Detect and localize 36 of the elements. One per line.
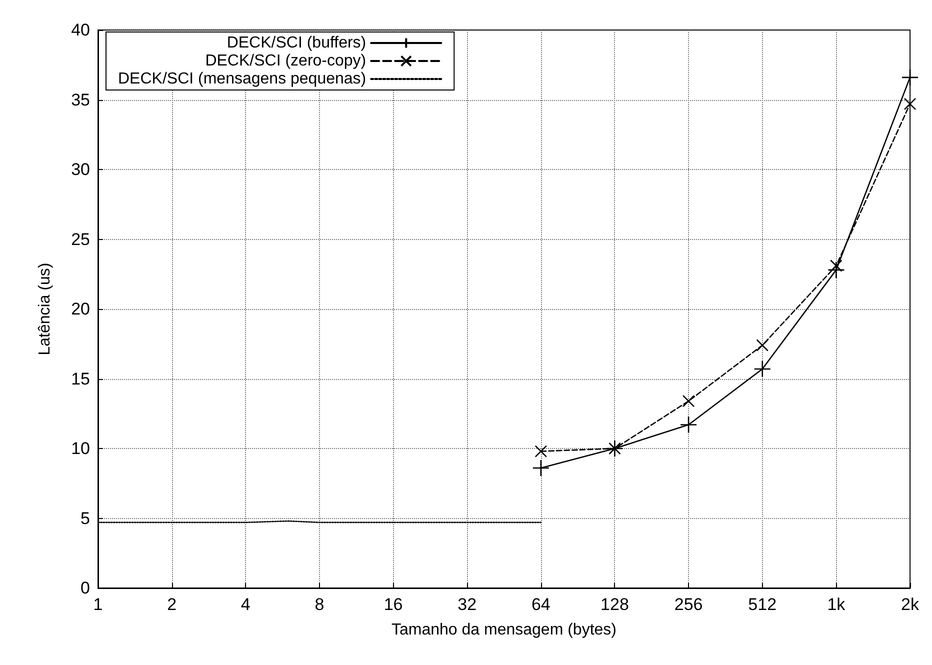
y-tick-label: 5	[80, 508, 90, 528]
point	[901, 68, 919, 86]
x-tick-label: 2	[167, 595, 177, 614]
y-tick-label: 15	[71, 369, 90, 388]
legend-label: DECK/SCI (zero-copy)	[205, 52, 366, 70]
y-tick-label: 0	[80, 578, 90, 598]
y-tick-label: 40	[71, 20, 90, 40]
x-tick-label: 1k	[827, 595, 846, 614]
y-tick-label: 35	[71, 90, 90, 110]
x-tick-label: 16	[384, 595, 403, 614]
legend-label: DECK/SCI (mensagens pequenas)	[118, 70, 366, 88]
x-tick-label: 4	[240, 595, 250, 614]
x-tick-label: 256	[674, 595, 703, 614]
point	[682, 394, 695, 408]
x-tick-label: 512	[748, 595, 777, 614]
y-tick-label: 25	[71, 230, 90, 249]
x-tick-label: 64	[531, 595, 550, 614]
point	[830, 260, 842, 272]
legend-label: DECK/SCI (buffers)	[226, 34, 366, 52]
y-axis-title: Latência (us)	[36, 262, 54, 356]
y-tick-label: 30	[71, 160, 90, 179]
x-tick-label: 1	[93, 595, 103, 614]
x-tick-label: 2k	[901, 595, 920, 614]
x-tick-label: 8	[314, 595, 324, 614]
point	[754, 360, 772, 378]
point	[904, 98, 916, 110]
y-tick-label: 20	[71, 300, 90, 318]
point	[828, 261, 845, 279]
y-tick-label: 10	[71, 439, 90, 458]
point	[534, 445, 548, 458]
x-tick-label: 32	[458, 595, 477, 614]
x-tick-label: 128	[600, 595, 629, 614]
x-axis-title: Tamanho da mensagem (bytes)	[392, 622, 616, 638]
point	[532, 459, 550, 477]
point	[756, 339, 769, 352]
point	[680, 416, 698, 434]
